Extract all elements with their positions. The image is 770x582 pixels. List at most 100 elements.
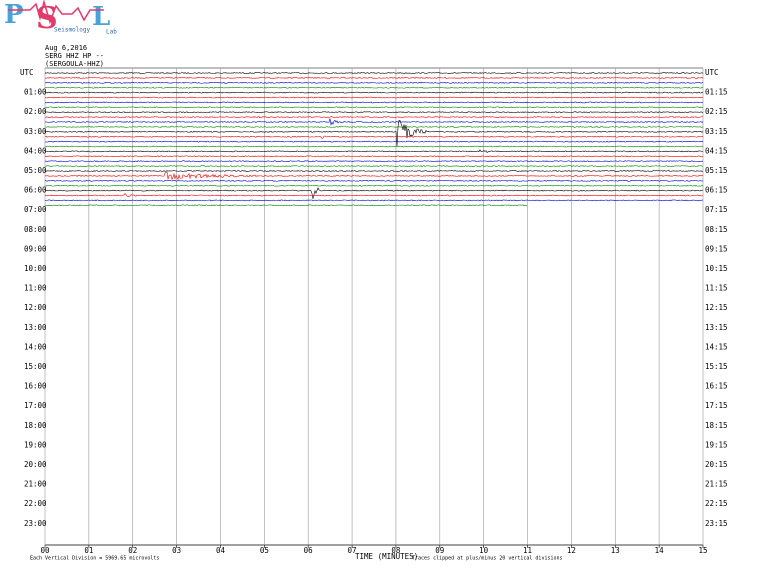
trace xyxy=(44,72,704,74)
hour-label-right: 20:15 xyxy=(705,460,728,469)
hour-label: 16:00 xyxy=(24,382,47,391)
trace xyxy=(44,106,704,109)
x-tick-label: 04 xyxy=(216,546,226,555)
hour-label-right: 21:15 xyxy=(705,480,728,489)
x-tick-label: 11 xyxy=(523,546,532,555)
hour-label-right: 01:15 xyxy=(705,88,728,97)
hour-label: 15:00 xyxy=(24,362,47,371)
x-tick-label: 05 xyxy=(260,546,269,555)
hour-label-right: 22:15 xyxy=(705,499,728,508)
hour-label-right: 13:15 xyxy=(705,323,728,332)
hour-label-right: 03:15 xyxy=(705,127,728,136)
hour-label-right: UTC xyxy=(705,68,719,77)
hour-label: 06:00 xyxy=(24,186,47,195)
hour-label: UTC xyxy=(20,68,34,77)
hour-label-right: 02:15 xyxy=(705,107,728,116)
trace xyxy=(44,81,704,84)
hour-label: 22:00 xyxy=(24,499,47,508)
traces xyxy=(44,72,704,207)
x-tick-label: 07 xyxy=(348,546,357,555)
hour-label: 23:00 xyxy=(24,519,47,528)
trace xyxy=(44,184,704,187)
hour-label: 17:00 xyxy=(24,401,47,410)
hour-label: 04:00 xyxy=(24,146,47,155)
logo-letter: P xyxy=(4,0,24,30)
hour-label: 03:00 xyxy=(24,127,47,136)
trace xyxy=(44,165,704,167)
hour-label-right: 10:15 xyxy=(705,264,728,273)
hour-label: 19:00 xyxy=(24,440,47,449)
x-tick-label: 06 xyxy=(304,546,314,555)
hour-label: 01:00 xyxy=(24,88,47,97)
trace xyxy=(44,155,704,158)
hour-label: 18:00 xyxy=(24,421,47,430)
x-tick-label: 13 xyxy=(611,546,620,555)
logo-subtitle: Seismology xyxy=(54,27,91,34)
x-tick-label: 09 xyxy=(435,546,444,555)
grid xyxy=(44,68,704,548)
trace xyxy=(44,145,704,148)
trace xyxy=(44,111,704,114)
trace xyxy=(44,91,704,94)
hour-label: 20:00 xyxy=(24,460,47,469)
trace xyxy=(44,140,704,143)
station: SERG HHZ HP -- xyxy=(45,52,104,60)
hour-label: 21:00 xyxy=(24,480,47,489)
x-tick-label: 03 xyxy=(172,546,181,555)
hour-label: 07:00 xyxy=(24,205,47,214)
hour-label: 02:00 xyxy=(24,107,47,116)
labels: 00 01 02 03 04 05 06 07 08 09 10 11 12 13 14 15 UTC 01:00… xyxy=(20,68,728,555)
x-tick-label: 15 xyxy=(698,546,707,555)
hour-label-right: 16:15 xyxy=(705,382,728,391)
trace xyxy=(44,193,704,197)
hour-label-right: 17:15 xyxy=(705,401,728,410)
x-tick-label: 01 xyxy=(84,546,93,555)
x-tick-label: 00 xyxy=(40,546,50,555)
x-tick-label: 08 xyxy=(391,546,401,555)
logo-tail: Lab xyxy=(106,29,117,36)
hour-label-right: 15:15 xyxy=(705,362,728,371)
hour-label: 12:00 xyxy=(24,303,47,312)
station-name: (SERGOULA-HHZ) xyxy=(45,60,104,68)
hour-label-right: 19:15 xyxy=(705,440,728,449)
hour-label-right: 12:15 xyxy=(705,303,728,312)
footer-scale: Each Vertical Division = 5969.65 microvo… xyxy=(30,556,159,562)
trace xyxy=(44,86,704,89)
hour-label-right: 14:15 xyxy=(705,342,728,351)
footer-clip: Traces clipped at plus/minus 20 vertical… xyxy=(412,556,563,562)
hour-label: 08:00 xyxy=(24,225,47,234)
date: Aug 6,2016 xyxy=(45,44,87,52)
hour-label: 14:00 xyxy=(24,342,47,351)
hour-label-right: 23:15 xyxy=(705,519,728,528)
trace xyxy=(44,101,704,104)
logo-wave xyxy=(8,0,104,25)
hour-label-right: 11:15 xyxy=(705,284,728,293)
trace xyxy=(44,179,704,182)
hour-label-right: 06:15 xyxy=(705,186,728,195)
hour-label-right: 07:15 xyxy=(705,205,728,214)
trace xyxy=(44,187,704,199)
trace xyxy=(44,171,704,181)
hour-label-right: 18:15 xyxy=(705,421,728,430)
trace xyxy=(44,77,704,79)
hour-label-right: 05:15 xyxy=(705,166,728,175)
hour-label: 09:00 xyxy=(24,244,47,253)
trace xyxy=(44,96,704,99)
hour-label: 10:00 xyxy=(24,264,47,273)
hour-label: 11:00 xyxy=(24,284,47,293)
trace xyxy=(44,135,704,139)
trace xyxy=(44,160,704,163)
trace xyxy=(44,204,528,207)
x-title: TIME (MINUTES) xyxy=(355,552,418,561)
trace xyxy=(44,199,704,202)
logo-letter: L xyxy=(92,2,110,32)
trace xyxy=(44,170,704,172)
trace xyxy=(44,116,704,118)
trace xyxy=(44,118,704,126)
trace xyxy=(44,149,704,153)
x-tick-label: 12 xyxy=(567,546,576,555)
hour-label-right: 08:15 xyxy=(705,225,728,234)
logo: P S L Seismology Lab xyxy=(4,0,117,36)
x-tick-label: 02 xyxy=(128,546,137,555)
